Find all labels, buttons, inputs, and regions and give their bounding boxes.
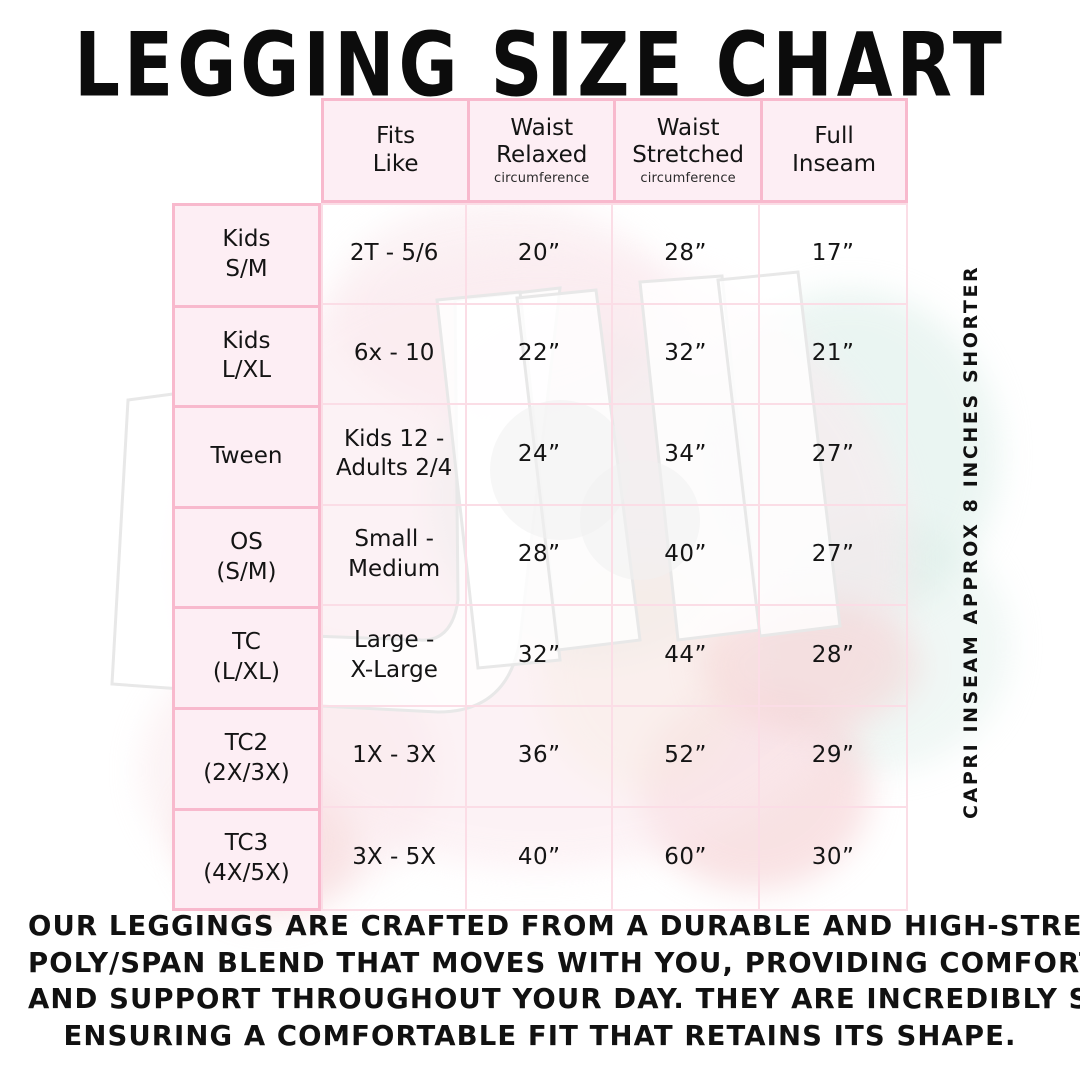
full-inseam-cell: 29” bbox=[760, 706, 908, 808]
fits-like-cell: Large - X-Large bbox=[320, 606, 468, 707]
size-label-line1: TC bbox=[232, 629, 261, 656]
fits-like-cell: Small - Medium bbox=[320, 505, 468, 607]
header-waist-relaxed: Waist Relaxed circumference bbox=[467, 98, 614, 203]
waist-stretched-cell: 28” bbox=[613, 203, 761, 305]
header-waist-relaxed-line1: Waist bbox=[510, 114, 574, 141]
size-label-line2: (L/XL) bbox=[212, 659, 280, 686]
waist-relaxed-cell: 20” bbox=[467, 203, 614, 305]
fits-like-cell: Kids 12 - Adults 2/4 bbox=[320, 405, 468, 506]
header-waist-stretched-line1: Waist bbox=[656, 114, 720, 141]
size-label-line2: (4X/5X) bbox=[203, 860, 290, 887]
waist-relaxed-cell: 22” bbox=[467, 304, 614, 406]
size-label-line1: Tween bbox=[210, 443, 283, 470]
size-label-line1: Kids bbox=[222, 327, 271, 354]
fits-like-line2: X-Large bbox=[350, 656, 438, 683]
size-label-line2: L/XL bbox=[221, 357, 272, 384]
table-row: Tween Kids 12 - Adults 2/4 24” 34” 27” bbox=[172, 405, 908, 506]
footer-description: OUR LEGGINGS ARE CRAFTED FROM A DURABLE … bbox=[28, 908, 1080, 1054]
header-full-inseam-line1: Full bbox=[814, 123, 854, 150]
header-waist-stretched: Waist Stretched circumference bbox=[613, 98, 761, 203]
table-row: TC3 (4X/5X) 3X - 5X 40” 60” 30” bbox=[172, 807, 908, 912]
table-row: OS (S/M) Small - Medium 28” 40” 27” bbox=[172, 505, 908, 607]
size-label-cell: TC2 (2X/3X) bbox=[172, 706, 321, 808]
table-row: Kids S/M 2T - 5/6 20” 28” 17” bbox=[172, 203, 908, 305]
full-inseam-cell: 21” bbox=[760, 304, 908, 406]
waist-stretched-cell: 52” bbox=[613, 706, 761, 808]
fits-like-line1: Large - bbox=[353, 626, 435, 653]
full-inseam-cell: 27” bbox=[760, 505, 908, 607]
full-inseam-cell: 17” bbox=[760, 203, 908, 305]
full-inseam-cell: 27” bbox=[760, 405, 908, 506]
footer-line-3: AND SUPPORT THROUGHOUT YOUR DAY. THEY AR… bbox=[28, 983, 1080, 1016]
size-label-cell: OS (S/M) bbox=[172, 505, 321, 607]
size-label-line1: OS bbox=[230, 528, 263, 555]
header-corner-cell bbox=[172, 98, 321, 203]
size-label-cell: Tween bbox=[172, 405, 321, 506]
waist-relaxed-cell: 28” bbox=[467, 505, 614, 607]
size-label-line2: (S/M) bbox=[216, 558, 277, 585]
waist-stretched-cell: 44” bbox=[613, 606, 761, 707]
size-label-line1: Kids bbox=[222, 226, 271, 253]
table-row: Kids L/XL 6x - 10 22” 32” 21” bbox=[172, 304, 908, 406]
size-label-line2: (2X/3X) bbox=[203, 759, 290, 786]
table-row: TC (L/XL) Large - X-Large 32” 44” 28” bbox=[172, 606, 908, 707]
waist-stretched-cell: 40” bbox=[613, 505, 761, 607]
fits-like-line1: 6x - 10 bbox=[353, 339, 435, 366]
fits-like-line1: 2T - 5/6 bbox=[349, 239, 439, 266]
waist-relaxed-cell: 40” bbox=[467, 807, 614, 912]
header-waist-stretched-sub: circumference bbox=[640, 170, 736, 186]
fits-like-cell: 1X - 3X bbox=[320, 706, 468, 808]
fits-like-cell: 6x - 10 bbox=[320, 304, 468, 406]
waist-stretched-cell: 32” bbox=[613, 304, 761, 406]
fits-like-cell: 3X - 5X bbox=[320, 807, 468, 912]
waist-relaxed-cell: 32” bbox=[467, 606, 614, 707]
header-waist-relaxed-line2: Relaxed bbox=[496, 141, 588, 168]
header-fits-like-line2: Like bbox=[372, 150, 419, 177]
header-fits-like: Fits Like bbox=[320, 98, 468, 203]
waist-relaxed-cell: 36” bbox=[467, 706, 614, 808]
size-label-cell: Kids L/XL bbox=[172, 304, 321, 406]
footer-line-4: ENSURING A COMFORTABLE FIT THAT RETAINS … bbox=[63, 1019, 1017, 1052]
table-row: TC2 (2X/3X) 1X - 3X 36” 52” 29” bbox=[172, 706, 908, 808]
fits-like-line1: Kids 12 - bbox=[344, 425, 445, 452]
header-fits-like-line1: Fits bbox=[376, 123, 416, 150]
size-label-cell: TC3 (4X/5X) bbox=[172, 807, 321, 912]
legging-size-chart-table: Fits Like Waist Relaxed circumference Wa… bbox=[172, 98, 908, 912]
fits-like-line2: Adults 2/4 bbox=[336, 455, 453, 482]
size-label-cell: Kids S/M bbox=[172, 203, 321, 305]
table-header-row: Fits Like Waist Relaxed circumference Wa… bbox=[172, 98, 908, 203]
footer-line-1: OUR LEGGINGS ARE CRAFTED FROM A DURABLE … bbox=[28, 910, 1080, 942]
fits-like-line1: 3X - 5X bbox=[352, 844, 436, 871]
header-waist-stretched-line2: Stretched bbox=[632, 141, 744, 168]
footer-line-2: POLY/SPAN BLEND THAT MOVES WITH YOU, PRO… bbox=[28, 946, 1080, 979]
full-inseam-cell: 30” bbox=[760, 807, 908, 912]
header-waist-relaxed-sub: circumference bbox=[493, 170, 590, 186]
header-full-inseam-line2: Inseam bbox=[792, 150, 877, 177]
size-label-line1: TC2 bbox=[224, 729, 269, 756]
fits-like-cell: 2T - 5/6 bbox=[320, 203, 468, 305]
fits-like-line1: Small - bbox=[354, 526, 434, 553]
size-label-line1: TC3 bbox=[224, 830, 269, 857]
capri-inseam-note: CAPRI INSEAM APPROX 8 INCHES SHORTER bbox=[960, 264, 982, 819]
waist-relaxed-cell: 24” bbox=[467, 405, 614, 506]
full-inseam-cell: 28” bbox=[760, 606, 908, 707]
header-full-inseam: Full Inseam bbox=[760, 98, 908, 203]
waist-stretched-cell: 60” bbox=[613, 807, 761, 912]
fits-like-line2: Medium bbox=[348, 556, 441, 583]
fits-like-line1: 1X - 3X bbox=[352, 742, 436, 769]
waist-stretched-cell: 34” bbox=[613, 405, 761, 506]
size-label-cell: TC (L/XL) bbox=[172, 606, 321, 707]
size-label-line2: S/M bbox=[225, 256, 268, 283]
